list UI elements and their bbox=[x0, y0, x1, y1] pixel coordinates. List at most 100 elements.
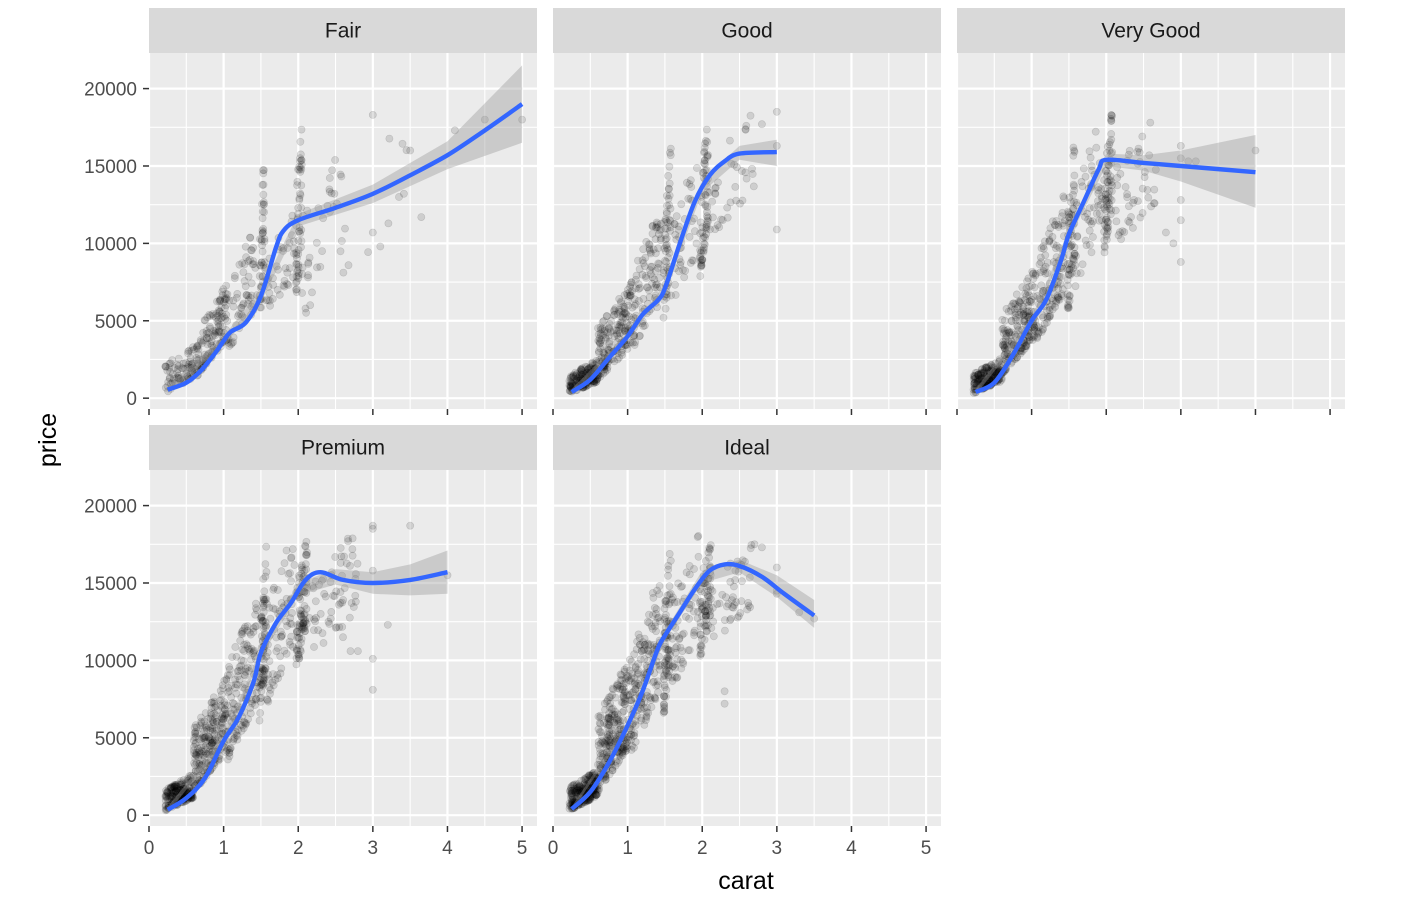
data-point bbox=[189, 746, 198, 755]
data-point bbox=[974, 372, 983, 380]
data-point bbox=[182, 369, 191, 378]
data-point bbox=[217, 701, 225, 710]
data-point bbox=[1103, 202, 1112, 211]
data-point bbox=[1085, 204, 1094, 212]
data-point bbox=[664, 565, 673, 574]
data-point bbox=[689, 256, 698, 265]
data-point bbox=[1001, 340, 1009, 349]
data-point bbox=[221, 701, 229, 709]
data-point bbox=[1014, 302, 1023, 311]
data-point bbox=[738, 196, 747, 205]
data-point bbox=[1150, 199, 1159, 208]
data-point bbox=[292, 646, 301, 655]
data-point bbox=[302, 308, 310, 317]
data-point bbox=[981, 363, 990, 372]
data-point bbox=[190, 723, 199, 732]
data-point bbox=[252, 622, 261, 631]
data-point bbox=[406, 521, 415, 530]
data-point bbox=[970, 375, 979, 384]
data-point bbox=[614, 715, 623, 724]
data-point bbox=[605, 721, 614, 730]
data-point bbox=[577, 364, 585, 373]
data-point bbox=[987, 360, 996, 369]
data-point bbox=[674, 225, 683, 234]
data-point bbox=[214, 306, 223, 315]
data-point bbox=[1100, 248, 1109, 257]
data-point bbox=[983, 376, 992, 385]
data-point bbox=[1009, 299, 1018, 308]
data-point bbox=[225, 342, 234, 350]
data-point bbox=[331, 623, 340, 632]
data-point bbox=[201, 316, 210, 325]
data-point bbox=[588, 773, 597, 782]
data-point bbox=[628, 287, 636, 296]
data-point bbox=[570, 374, 578, 383]
data-point bbox=[664, 647, 672, 655]
data-point bbox=[636, 640, 644, 649]
data-point bbox=[1118, 227, 1127, 236]
data-point bbox=[163, 366, 172, 375]
data-point bbox=[999, 341, 1008, 350]
data-point bbox=[617, 671, 626, 680]
data-point bbox=[1051, 221, 1059, 229]
data-point bbox=[676, 643, 685, 652]
data-point bbox=[699, 168, 708, 177]
data-point bbox=[662, 654, 671, 663]
data-point bbox=[665, 191, 674, 200]
data-point bbox=[1143, 186, 1152, 194]
data-point bbox=[671, 280, 679, 289]
data-point bbox=[709, 617, 718, 626]
data-point bbox=[211, 326, 220, 335]
data-point bbox=[731, 576, 739, 584]
data-point bbox=[184, 349, 192, 358]
data-point bbox=[276, 627, 285, 636]
data-point bbox=[295, 165, 304, 174]
data-point bbox=[659, 313, 668, 322]
data-point bbox=[592, 358, 601, 367]
data-point bbox=[699, 246, 708, 255]
data-point bbox=[622, 679, 630, 687]
data-point bbox=[713, 221, 722, 229]
data-point bbox=[1106, 172, 1115, 181]
data-point bbox=[651, 235, 660, 243]
data-point bbox=[605, 703, 614, 711]
data-point bbox=[288, 211, 297, 220]
data-point bbox=[670, 598, 679, 607]
data-point bbox=[247, 655, 255, 664]
data-point bbox=[289, 273, 297, 282]
data-point bbox=[1018, 305, 1027, 314]
data-point bbox=[987, 371, 995, 380]
data-point bbox=[596, 713, 604, 722]
data-point bbox=[685, 646, 694, 655]
data-point bbox=[631, 721, 640, 730]
data-point bbox=[594, 330, 603, 339]
data-point bbox=[185, 357, 194, 366]
data-point bbox=[597, 331, 605, 340]
data-point bbox=[174, 780, 182, 789]
data-point bbox=[974, 370, 983, 379]
data-point bbox=[661, 231, 670, 239]
data-point bbox=[1030, 323, 1039, 332]
data-point bbox=[294, 236, 303, 245]
data-point bbox=[624, 691, 633, 699]
data-point bbox=[178, 780, 187, 788]
data-point bbox=[1040, 265, 1048, 273]
data-point bbox=[606, 715, 615, 724]
data-point bbox=[651, 283, 659, 292]
data-point bbox=[273, 285, 282, 294]
data-point bbox=[604, 323, 613, 332]
data-point bbox=[648, 222, 657, 231]
data-point bbox=[594, 336, 603, 345]
data-point bbox=[170, 782, 179, 791]
data-point bbox=[662, 692, 670, 701]
y-tick-label: 0 bbox=[126, 806, 137, 827]
data-point bbox=[661, 247, 670, 255]
data-point bbox=[284, 281, 293, 289]
data-point bbox=[1033, 292, 1042, 300]
data-point bbox=[301, 304, 310, 313]
data-point bbox=[259, 676, 268, 685]
data-point bbox=[244, 257, 253, 265]
data-point bbox=[238, 683, 247, 692]
data-point bbox=[567, 372, 575, 381]
data-point bbox=[634, 666, 642, 675]
